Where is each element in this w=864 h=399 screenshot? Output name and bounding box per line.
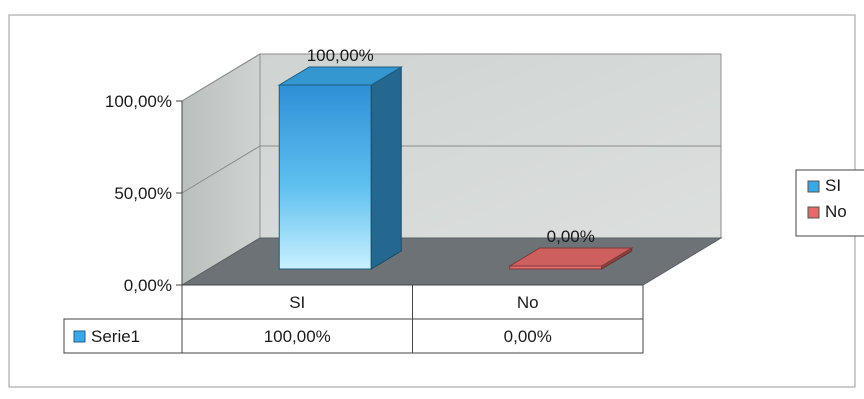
gridline	[181, 53, 721, 102]
data-table: SI 100,00% No 0,00% Serie1	[63, 284, 644, 354]
legend-label: No	[825, 202, 847, 221]
legend-label: SI	[825, 176, 841, 195]
x-tick-label: No	[517, 293, 539, 312]
x-tick-label: SI	[289, 293, 305, 312]
floor	[180, 237, 723, 286]
data-labels: 100,00% 0,00%	[307, 46, 595, 246]
y-axis: 0,00% 50,00% 100,00%	[105, 92, 183, 295]
bar-no	[507, 247, 634, 270]
bar-top	[277, 66, 404, 86]
y-tick-label: 50,00%	[114, 184, 172, 203]
table-data-row	[63, 318, 644, 354]
legend: SI No	[795, 169, 864, 237]
legend-swatch	[807, 180, 820, 193]
y-tick-label: 100,00%	[105, 92, 172, 111]
data-label: 100,00%	[307, 46, 374, 65]
legend-swatch	[807, 206, 820, 219]
bars-group	[277, 66, 634, 270]
plot-area	[180, 53, 723, 286]
table-value: 0,00%	[504, 327, 552, 346]
y-tick-label: 0,00%	[124, 276, 172, 295]
bar-side	[370, 66, 402, 270]
table-series-label: Serie1	[91, 327, 140, 346]
legend-box	[795, 169, 864, 237]
bar-si	[277, 66, 404, 270]
gridline	[181, 145, 721, 194]
bar-front	[278, 84, 372, 270]
table-series-swatch	[73, 330, 86, 343]
bar-top	[507, 247, 634, 267]
table-value: 100,00%	[264, 327, 331, 346]
data-label: 0,00%	[547, 227, 595, 246]
